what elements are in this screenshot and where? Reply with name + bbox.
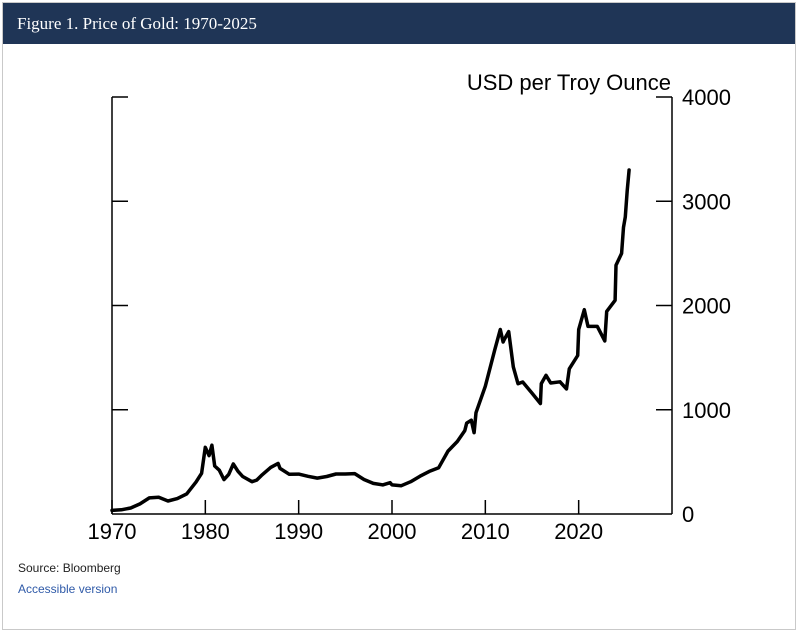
- x-tick-label: 2020: [554, 519, 603, 544]
- y-tick-label: 2000: [682, 294, 731, 319]
- y-tick-label: 3000: [682, 189, 731, 214]
- y-axis-label: USD per Troy Ounce: [467, 70, 671, 95]
- y-tick-label: 4000: [682, 85, 731, 110]
- chart-axes: 0 1000 2000 3000 4000 1970 1980 1990 2000 2010 202…: [88, 85, 731, 544]
- accessible-version-link[interactable]: Accessible version: [18, 582, 118, 596]
- x-tick-label: 2010: [461, 519, 510, 544]
- x-tick-label: 2000: [368, 519, 417, 544]
- gold-price-line: [110, 168, 631, 513]
- x-tick-label: 1970: [88, 519, 137, 544]
- figure-title: Figure 1. Price of Gold: 1970-2025: [3, 3, 795, 44]
- x-tick-label: 1980: [181, 519, 230, 544]
- y-tick-label: 1000: [682, 398, 731, 423]
- y-tick-label: 0: [682, 502, 694, 527]
- x-tick-label: 1990: [274, 519, 323, 544]
- source-note: Source: Bloomberg: [18, 561, 121, 575]
- chart-marks: [110, 168, 631, 513]
